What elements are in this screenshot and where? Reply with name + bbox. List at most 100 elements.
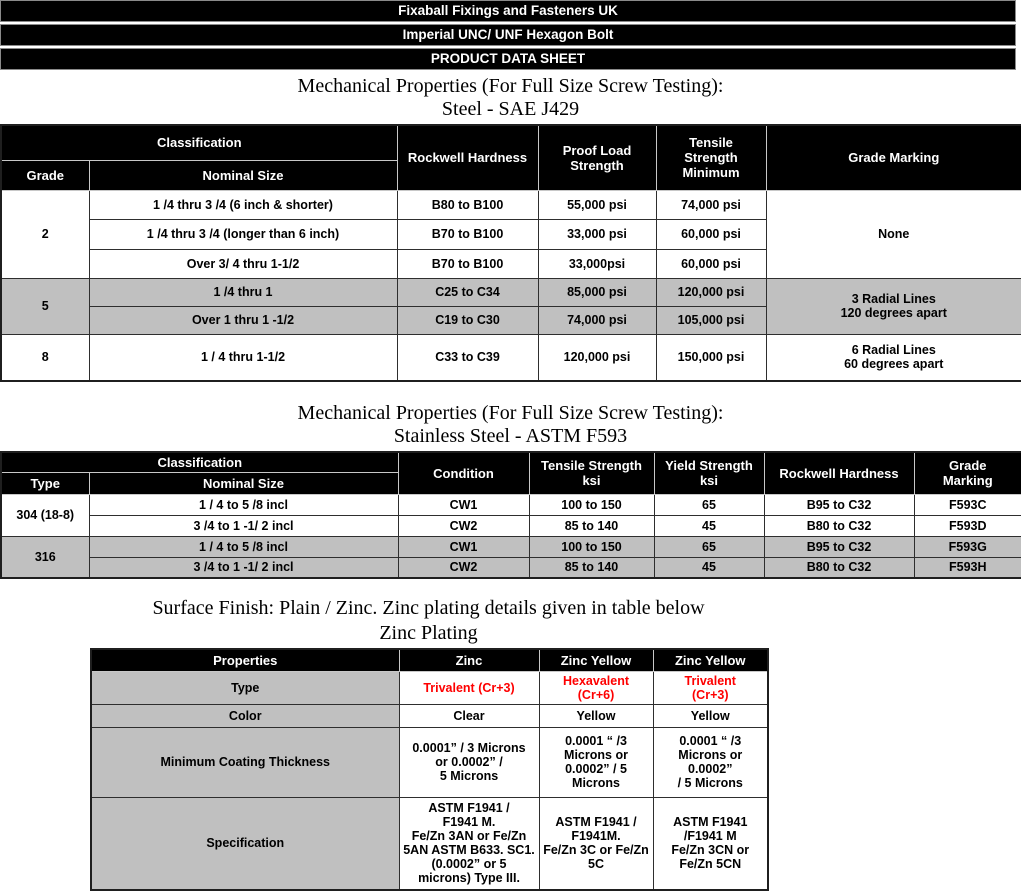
proof-load-cell: 74,000 psi bbox=[537, 305, 657, 335]
rockwell-cell: C25 to C34 bbox=[396, 277, 539, 307]
t2-header-condition: Condition bbox=[397, 451, 530, 495]
zinc-yellow2-spec-cell: ASTM F1941 /F1941 M Fe/Zn 3CN or Fe/Zn 5… bbox=[652, 796, 769, 891]
rockwell-cell: B95 to C32 bbox=[763, 493, 915, 516]
thickness-label-cell: Minimum Coating Thickness bbox=[90, 726, 400, 798]
table-row: 316 1 / 4 to 5 /8 incl CW1 100 to 150 65… bbox=[0, 535, 1021, 579]
nominal-size-cell: 3 /4 to 1 -1/ 2 incl bbox=[88, 556, 399, 579]
t2-header-tensile: Tensile Strength ksi bbox=[528, 451, 655, 495]
zinc-yellow1-color-cell: Yellow bbox=[538, 703, 654, 728]
rockwell-cell: B70 to B100 bbox=[396, 248, 539, 279]
t2-header-grade-marking: Grade Marking bbox=[913, 451, 1021, 495]
t3-header-zinc-yellow-2: Zinc Yellow bbox=[652, 648, 769, 672]
t2-header-type: Type bbox=[0, 471, 90, 495]
zinc-plating-subtitle: Zinc Plating bbox=[379, 622, 478, 644]
proof-load-cell: 33,000 psi bbox=[537, 218, 657, 250]
t1-header-tensile: Tensile Strength Minimum bbox=[655, 124, 767, 191]
table-row: 8 1 / 4 thru 1-1/2 C33 to C39 120,000 ps… bbox=[0, 333, 1021, 382]
nominal-size-cell: Over 3/ 4 thru 1-1/2 bbox=[88, 248, 398, 279]
proof-load-cell: 85,000 psi bbox=[537, 277, 657, 307]
t2-header-classification: Classification bbox=[0, 451, 399, 473]
zinc-yellow1-spec-cell: ASTM F1941 / F1941M. Fe/Zn 3C or Fe/Zn 5… bbox=[538, 796, 654, 891]
company-title-bar: Fixaball Fixings and Fasteners UK bbox=[0, 0, 1016, 22]
rockwell-cell: B80 to C32 bbox=[763, 556, 915, 579]
proof-load-cell: 55,000 psi bbox=[537, 189, 657, 220]
t2-type316-cell: 316 bbox=[0, 535, 90, 579]
tensile-cell: 60,000 psi bbox=[655, 218, 767, 250]
condition-cell: CW1 bbox=[397, 535, 530, 558]
zinc-plating-section: Surface Finish: Plain / Zinc. Zinc plati… bbox=[90, 597, 769, 891]
t2-header-yield: Yield Strength ksi bbox=[653, 451, 765, 495]
t3-header-zinc-yellow-1: Zinc Yellow bbox=[538, 648, 654, 672]
t1-grade8-marking-cell: 6 Radial Lines 60 degrees apart bbox=[765, 333, 1021, 382]
t1-header-rockwell: Rockwell Hardness bbox=[396, 124, 539, 191]
grade-marking-cell: F593G bbox=[913, 535, 1021, 558]
rockwell-cell: B80 to C32 bbox=[763, 514, 915, 537]
yield-cell: 65 bbox=[653, 493, 765, 516]
t2-header-nominal-size: Nominal Size bbox=[88, 471, 399, 495]
yield-cell: 45 bbox=[653, 514, 765, 537]
tensile-cell: 100 to 150 bbox=[528, 535, 655, 558]
table-row: 5 1 /4 thru 1 C25 to C34 85,000 psi 120,… bbox=[0, 277, 1021, 335]
section2-title-line2: Stainless Steel - ASTM F593 bbox=[393, 425, 628, 447]
t1-grade2-cell: 2 bbox=[0, 189, 90, 279]
tensile-cell: 105,000 psi bbox=[655, 305, 767, 335]
t1-grade5-marking-cell: 3 Radial Lines 120 degrees apart bbox=[765, 277, 1021, 335]
surface-finish-title: Surface Finish: Plain / Zinc. Zinc plati… bbox=[152, 597, 705, 619]
rockwell-cell: B70 to B100 bbox=[396, 218, 539, 250]
condition-cell: CW1 bbox=[397, 493, 530, 516]
proof-load-cell: 120,000 psi bbox=[537, 333, 657, 382]
table-row: Specification ASTM F1941 / F1941 M. Fe/Z… bbox=[90, 796, 769, 891]
specification-label-cell: Specification bbox=[90, 796, 400, 891]
nominal-size-cell: 1 / 4 thru 1-1/2 bbox=[88, 333, 398, 382]
tensile-cell: 60,000 psi bbox=[655, 248, 767, 279]
product-title-bar: Imperial UNC/ UNF Hexagon Bolt bbox=[0, 24, 1016, 46]
zinc-yellow2-color-cell: Yellow bbox=[652, 703, 769, 728]
t1-header-classification: Classification bbox=[0, 124, 398, 161]
zinc-yellow2-type-cell: Trivalent (Cr+3) bbox=[652, 670, 769, 705]
nominal-size-cell: 1 /4 thru 3 /4 (6 inch & shorter) bbox=[88, 189, 398, 220]
t3-header-zinc: Zinc bbox=[398, 648, 540, 672]
section2-title: Mechanical Properties (For Full Size Scr… bbox=[0, 402, 1021, 448]
table-row: 3 /4 to 1 -1/ 2 incl CW2 85 to 140 45 B8… bbox=[1, 514, 1021, 537]
t1-grade8-cell: 8 bbox=[0, 333, 90, 382]
datasheet-title-bar: PRODUCT DATA SHEET bbox=[0, 48, 1016, 70]
rockwell-cell: C19 to C30 bbox=[396, 305, 539, 335]
rockwell-cell: B80 to B100 bbox=[396, 189, 539, 220]
table-row: 2 1 /4 thru 3 /4 (6 inch & shorter) B80 … bbox=[0, 189, 1021, 279]
table-row: Over 3/ 4 thru 1-1/2 B70 to B100 33,000p… bbox=[1, 248, 1021, 279]
grade-marking-cell: F593C bbox=[913, 493, 1021, 516]
section1-title-line1: Mechanical Properties (For Full Size Scr… bbox=[297, 75, 724, 97]
table-row: 3 /4 to 1 -1/ 2 incl CW2 85 to 140 45 B8… bbox=[1, 556, 1021, 579]
zinc-plating-table: Properties Zinc Zinc Yellow Zinc Yellow … bbox=[90, 648, 769, 891]
grade-marking-cell: F593D bbox=[913, 514, 1021, 537]
yield-cell: 65 bbox=[653, 535, 765, 558]
t1-grade5-cell: 5 bbox=[0, 277, 90, 335]
table-row: Type Trivalent (Cr+3) Hexavalent (Cr+6) … bbox=[90, 670, 769, 705]
tensile-cell: 74,000 psi bbox=[655, 189, 767, 220]
section1-title: Mechanical Properties (For Full Size Scr… bbox=[0, 75, 1021, 121]
nominal-size-cell: 1 / 4 to 5 /8 incl bbox=[88, 493, 399, 516]
tensile-cell: 120,000 psi bbox=[655, 277, 767, 307]
table-row: Over 1 thru 1 -1/2 C19 to C30 74,000 psi… bbox=[1, 305, 1021, 335]
proof-load-cell: 33,000psi bbox=[537, 248, 657, 279]
zinc-yellow2-thickness-cell: 0.0001 “ /3 Microns or 0.0002” / 5 Micro… bbox=[652, 726, 769, 798]
grade-marking-cell: F593H bbox=[913, 556, 1021, 579]
tensile-cell: 85 to 140 bbox=[528, 556, 655, 579]
zinc-spec-cell: ASTM F1941 / F1941 M. Fe/Zn 3AN or Fe/Zn… bbox=[398, 796, 540, 891]
nominal-size-cell: 3 /4 to 1 -1/ 2 incl bbox=[88, 514, 399, 537]
nominal-size-cell: 1 /4 thru 3 /4 (longer than 6 inch) bbox=[88, 218, 398, 250]
t1-header-grade-marking: Grade Marking bbox=[765, 124, 1021, 191]
t1-header-proof-load: Proof Load Strength bbox=[537, 124, 657, 191]
section2-title-line1: Mechanical Properties (For Full Size Scr… bbox=[297, 402, 724, 424]
steel-sae-j429-table: Classification Rockwell Hardness Proof L… bbox=[0, 124, 1021, 382]
section1-title-line2: Steel - SAE J429 bbox=[441, 98, 580, 120]
condition-cell: CW2 bbox=[397, 556, 530, 579]
table-row: 304 (18-8) 1 / 4 to 5 /8 incl CW1 100 to… bbox=[0, 493, 1021, 537]
table-row: Color Clear Yellow Yellow bbox=[90, 703, 769, 728]
t1-grade2-marking-cell: None bbox=[765, 189, 1021, 279]
stainless-astm-f593-table: Classification Condition Tensile Strengt… bbox=[0, 451, 1021, 579]
table-row: Minimum Coating Thickness 0.0001” / 3 Mi… bbox=[90, 726, 769, 798]
t2-type304-cell: 304 (18-8) bbox=[0, 493, 90, 537]
zinc-color-cell: Clear bbox=[398, 703, 540, 728]
zinc-type-cell: Trivalent (Cr+3) bbox=[398, 670, 540, 705]
